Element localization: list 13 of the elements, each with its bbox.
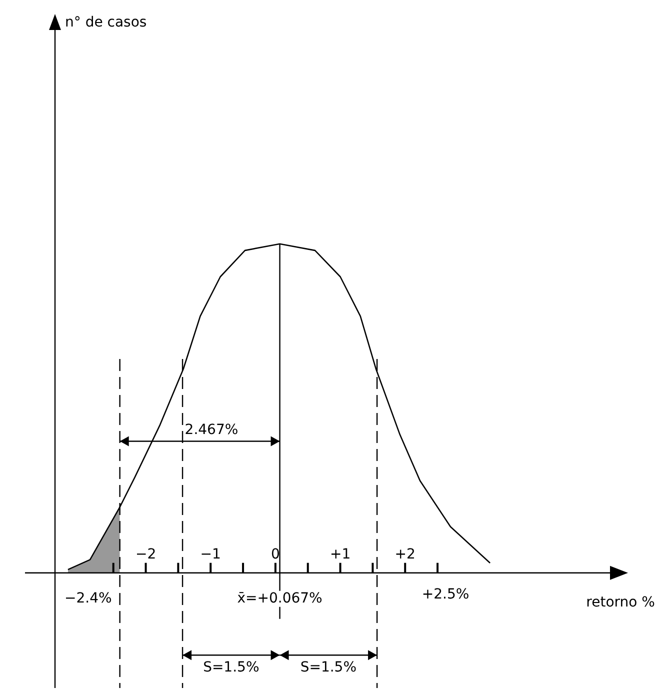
ref-line-label: x̄=+0.067% [237, 590, 322, 606]
x-tick-label: +2 [394, 546, 416, 562]
text: +2.5% [422, 586, 470, 602]
x-tick-label: −2 [135, 546, 156, 562]
ref-line-label: −2.4% [64, 590, 112, 606]
x-tick-label: 0 [270, 546, 280, 562]
text: n° de casos [65, 14, 147, 31]
x-tick-label: +1 [330, 546, 351, 562]
annotation: 2.467% [184, 422, 238, 438]
text: S=1.5% [300, 660, 357, 676]
text: S=1.5% [203, 660, 260, 676]
x-axis-title: retorno % [586, 594, 655, 610]
x-tick-label: −1 [200, 546, 221, 562]
